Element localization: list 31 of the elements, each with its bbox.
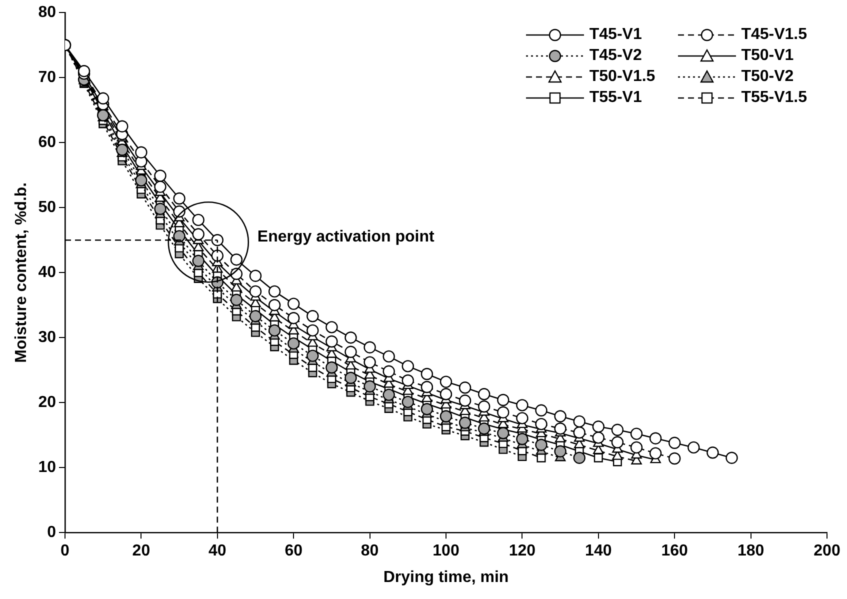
y-tick-label: 10 xyxy=(38,459,56,476)
x-tick-label: 80 xyxy=(360,542,379,560)
x-tick-label: 20 xyxy=(132,542,150,560)
y-tick-label: 80 xyxy=(38,4,56,22)
annotation: Energy activation point xyxy=(257,228,435,246)
y-tick-label: 30 xyxy=(38,329,56,346)
y-tick-label: 50 xyxy=(38,199,56,216)
legend-label: T45-V1 xyxy=(589,26,642,44)
y-tick-label: 40 xyxy=(38,264,56,282)
x-tick-label: 200 xyxy=(814,542,840,560)
legend-label: T50-V1 xyxy=(741,47,794,65)
y-tick-label: 0 xyxy=(47,524,56,542)
legend-label: T55-V1 xyxy=(589,89,642,107)
legend-label: T55-V1.5 xyxy=(741,89,807,107)
x-tick-label: 40 xyxy=(208,542,226,560)
x-tick-label: 100 xyxy=(432,542,460,560)
x-tick-label: 120 xyxy=(508,542,536,560)
x-axis-title: Drying time, min xyxy=(383,568,509,586)
x-tick-label: 60 xyxy=(284,542,303,560)
legend-label: T50-V1.5 xyxy=(589,68,656,86)
y-axis-title: Moisture content, %d.b. xyxy=(13,182,30,363)
x-tick-label: 180 xyxy=(737,542,764,560)
x-tick-label: 0 xyxy=(60,542,70,560)
y-tick-label: 70 xyxy=(38,69,56,86)
y-tick-label: 20 xyxy=(38,394,56,412)
x-tick-label: 140 xyxy=(585,542,612,560)
y-tick-label: 60 xyxy=(38,134,56,152)
legend-label: T45-V2 xyxy=(589,47,642,65)
legend-label: T50-V2 xyxy=(741,68,794,86)
legend-label: T45-V1.5 xyxy=(741,26,807,44)
x-tick-label: 160 xyxy=(661,542,688,560)
